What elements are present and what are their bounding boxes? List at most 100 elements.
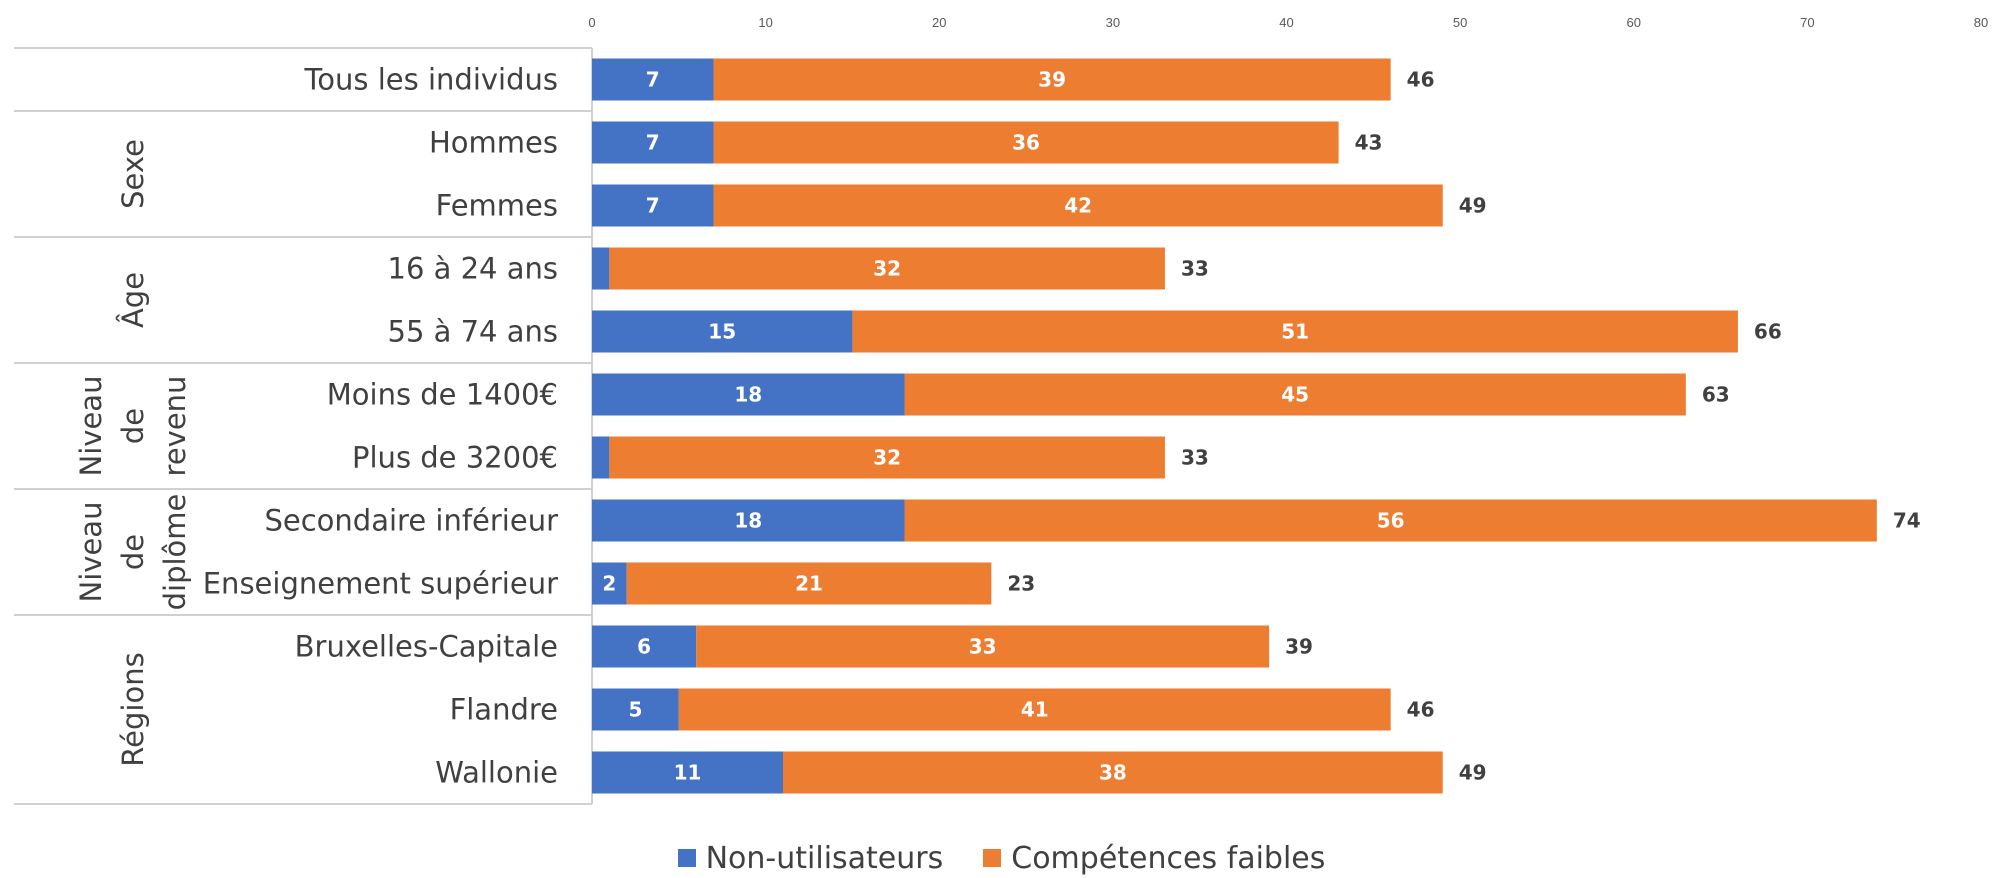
bar-value-label: 51	[1281, 320, 1309, 344]
x-tick-label: 60	[1627, 15, 1641, 30]
legend-item-non-utilisateurs: Non-utilisateurs	[677, 840, 944, 876]
bar-total-label: 23	[1007, 572, 1035, 596]
bar-competences-faibles	[904, 499, 1877, 542]
group-label-word: diplôme	[158, 494, 192, 611]
category-label: Tous les individus	[304, 63, 558, 97]
category-label: Secondaire inférieur	[264, 504, 558, 538]
bar-value-label: 7	[646, 68, 660, 92]
bar-value-label: 7	[646, 131, 660, 155]
bar-non-utilisateurs	[592, 436, 610, 479]
bar-total-label: 46	[1407, 698, 1435, 722]
bar-value-label: 32	[873, 446, 901, 470]
x-tick-label: 10	[758, 15, 772, 30]
bar-total-label: 39	[1285, 635, 1313, 659]
bar-value-label: 2	[602, 572, 616, 596]
bar-total-label: 49	[1459, 194, 1487, 218]
category-label: Enseignement supérieur	[203, 567, 558, 601]
x-tick-label: 40	[1279, 15, 1293, 30]
category-label: Plus de 3200€	[352, 441, 558, 475]
bar-value-label: 36	[1012, 131, 1040, 155]
bar-non-utilisateurs	[592, 751, 783, 794]
bar-value-label: 6	[637, 635, 651, 659]
bar-value-label: 5	[628, 698, 642, 722]
category-label: Moins de 1400€	[327, 378, 558, 412]
bar-value-label: 39	[1038, 68, 1066, 92]
x-tick-label: 70	[1800, 15, 1814, 30]
group-label-word: Régions	[116, 652, 150, 766]
bar-value-label: 41	[1021, 698, 1049, 722]
category-label: 55 à 74 ans	[388, 315, 559, 349]
category-label: 16 à 24 ans	[388, 252, 559, 286]
group-label-word: Niveau	[74, 376, 108, 477]
bar-total-label: 66	[1754, 320, 1782, 344]
group-label-word: Niveau	[74, 502, 108, 603]
bar-value-label: 18	[734, 509, 762, 533]
bar-value-label: 38	[1099, 761, 1127, 785]
x-tick-label: 20	[932, 15, 946, 30]
bar-non-utilisateurs	[592, 121, 714, 164]
bar-competences-faibles	[852, 310, 1738, 353]
bar-value-label: 33	[969, 635, 997, 659]
bar-total-label: 49	[1459, 761, 1487, 785]
category-label: Hommes	[429, 126, 558, 160]
bar-competences-faibles	[609, 436, 1165, 479]
bar-value-label: 7	[646, 194, 660, 218]
x-tick-label: 80	[1974, 15, 1988, 30]
x-tick-label: 30	[1106, 15, 1120, 30]
group-label: Niveau de diplôme	[74, 494, 192, 611]
bar-non-utilisateurs	[592, 625, 697, 668]
bar-competences-faibles	[696, 625, 1270, 668]
bar-total-label: 46	[1407, 68, 1435, 92]
group-label: Âge	[116, 272, 150, 328]
group-label-word: Sexe	[116, 139, 150, 209]
group-label-word: de	[116, 534, 150, 570]
bar-competences-faibles	[782, 751, 1443, 794]
bar-non-utilisateurs	[592, 247, 610, 290]
bar-non-utilisateurs	[592, 688, 679, 731]
bar-value-label: 42	[1064, 194, 1092, 218]
group-label-word: revenu	[158, 376, 192, 477]
bar-competences-faibles	[904, 373, 1686, 416]
bar-value-label: 56	[1377, 509, 1405, 533]
legend-item-competences-faibles: Compétences faibles	[983, 841, 1325, 876]
group-label-word: de	[116, 408, 150, 444]
bar-competences-faibles	[713, 58, 1391, 101]
legend-label-competences-faibles: Compétences faibles	[1011, 840, 1326, 876]
bar-competences-faibles	[626, 562, 992, 605]
group-label-word: Âge	[116, 272, 150, 328]
bar-value-label: 32	[873, 257, 901, 281]
x-tick-label: 0	[588, 15, 595, 30]
bar-non-utilisateurs	[592, 373, 905, 416]
bar-competences-faibles	[713, 121, 1339, 164]
bar-total-label: 33	[1181, 446, 1209, 470]
legend-swatch-competences-faibles	[983, 849, 1002, 867]
bar-value-label: 11	[674, 761, 702, 785]
category-label: Flandre	[450, 693, 558, 727]
x-tick-label: 50	[1453, 15, 1467, 30]
bar-total-label: 74	[1893, 509, 1921, 533]
bar-non-utilisateurs	[592, 562, 627, 605]
category-label: Femmes	[436, 189, 558, 223]
bar-competences-faibles	[713, 184, 1443, 227]
bar-competences-faibles	[678, 688, 1391, 731]
bar-non-utilisateurs	[592, 58, 714, 101]
bar-value-label: 45	[1281, 383, 1309, 407]
bar-total-label: 63	[1702, 383, 1730, 407]
category-label: Bruxelles-Capitale	[295, 630, 558, 664]
category-label: Wallonie	[435, 756, 558, 790]
legend-label-non-utilisateurs: Non-utilisateurs	[705, 840, 944, 876]
bar-total-label: 43	[1355, 131, 1383, 155]
bar-value-label: 15	[708, 320, 736, 344]
legend-swatch-non-utilisateurs	[677, 849, 696, 867]
bar-competences-faibles	[609, 247, 1165, 290]
bar-value-label: 18	[734, 383, 762, 407]
bar-non-utilisateurs	[592, 499, 905, 542]
group-label: Régions	[116, 652, 150, 766]
chart-legend: Non-utilisateurs Compétences faibles	[0, 838, 2003, 878]
bar-value-label: 21	[795, 572, 823, 596]
bar-non-utilisateurs	[592, 184, 714, 227]
bar-non-utilisateurs	[592, 310, 853, 353]
group-label: Niveau de revenu	[74, 376, 192, 477]
group-label: Sexe	[116, 139, 150, 209]
